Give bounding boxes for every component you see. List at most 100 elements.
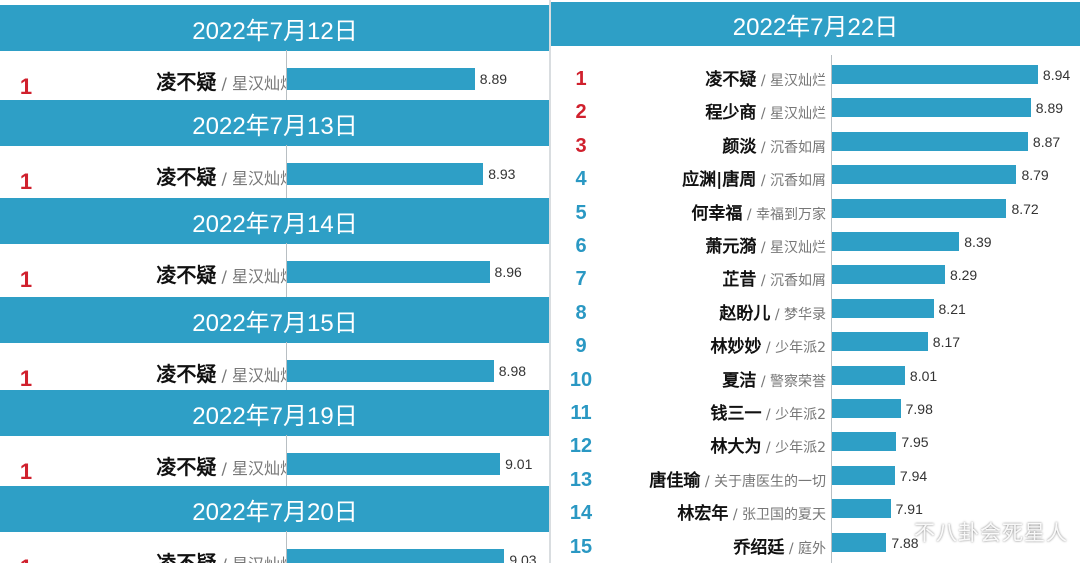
separator: / [216,366,232,385]
person-name: 萧元漪 [705,237,757,257]
show-name: 星汉灿烂 [231,366,296,385]
rank-number: 4 [575,168,587,191]
rank-number: 11 [570,402,592,424]
show-name: 梦华录 [784,306,826,323]
bar-label: 凌不疑 / 星汉灿烂 [156,547,296,563]
left-panel: 2022年7月12日 1 凌不疑 / 星汉灿烂 8.89 2022年7月13日 1 凌不疑 … [0,5,550,563]
person-name: 凌不疑 [705,70,757,90]
separator: / [700,473,714,490]
value-label: 7.94 [899,467,928,484]
person-name: 颜淡 [722,136,757,157]
show-name: 星汉灿烂 [231,459,296,478]
person-name: 夏洁 [722,370,757,391]
rank-number: 1 [19,366,33,391]
bar [832,265,945,285]
person-name: 乔绍廷 [733,537,785,558]
rank-number: 1 [575,68,587,90]
bar-label: 林大为 / 少年派2 [710,432,826,457]
bar-label: 唐佳瑜 / 关于唐医生的一切 [649,466,826,491]
value-label: 9.01 [505,456,533,472]
person-name: 凌不疑 [156,551,217,563]
value-label: 7.95 [901,434,929,451]
axis-line [286,531,287,563]
separator: / [756,139,770,156]
bar-label: 凌不疑 / 星汉灿烂 [156,451,296,480]
separator: / [756,73,770,89]
bar-label: 芷昔 / 沉香如屑 [722,265,826,290]
show-name: 沉香如屑 [770,273,826,290]
bar [832,298,934,318]
value-label: 8.29 [949,267,978,284]
rank-number: 14 [569,502,593,525]
rank-number: 2 [575,101,587,124]
rank-number: 1 [19,267,33,292]
show-name: 星汉灿烂 [770,240,826,256]
separator: / [761,340,776,357]
axis-line [286,435,287,491]
show-name: 星汉灿烂 [770,73,826,89]
date-header: 2022年7月15日 [0,297,550,343]
right-panel: 2022年7月22日 1 凌不疑 / 星汉灿烂 8.94 2 程少商 / 星汉灿烂 8.89… [551,0,1080,563]
value-label: 8.96 [494,264,522,280]
date-header: 2022年7月13日 [0,100,550,146]
rank-number: 15 [569,535,593,558]
bar-label: 颜淡 / 沉香如屑 [722,132,826,157]
date-header: 2022年7月20日 [0,486,550,532]
bar-label: 应渊|唐周 / 沉香如屑 [682,165,826,190]
rank-number: 7 [575,268,587,291]
separator: / [216,267,232,286]
separator: / [756,106,770,123]
bar-label: 乔绍廷 / 庭外 [733,533,826,558]
bar-label: 钱三一 / 少年派2 [710,399,826,424]
separator: / [756,173,770,190]
person-name: 凌不疑 [156,362,217,386]
show-name: 张卫国的夏天 [742,507,826,524]
rank-number: 13 [569,468,593,491]
value-label: 8.94 [1042,67,1071,83]
show-name: 沉香如屑 [770,139,826,156]
person-name: 凌不疑 [156,165,217,189]
rank-number: 1 [19,74,33,99]
bar [287,163,484,185]
person-name: 林宏年 [677,504,729,525]
show-name: 星汉灿烂 [231,267,296,286]
bar-label: 凌不疑 / 星汉灿烂 [156,358,296,387]
person-name: 应渊|唐周 [682,170,757,191]
date-header: 2022年7月12日 [0,5,550,51]
axis-line [286,342,287,398]
bar [832,232,960,251]
value-label: 8.79 [1021,167,1049,184]
person-name: 凌不疑 [156,263,217,287]
separator: / [216,169,232,188]
person-name: 芷昔 [722,270,757,291]
rank-number: 9 [575,335,587,358]
show-name: 少年派2 [775,407,826,423]
value-label: 8.89 [1035,100,1064,117]
separator: / [216,555,232,563]
person-name: 赵盼儿 [719,303,771,324]
separator: / [756,240,770,256]
rank-number: 5 [575,201,587,224]
person-name: 林妙妙 [710,337,762,358]
show-name: 星汉灿烂 [231,169,296,188]
person-name: 林大为 [710,437,762,458]
rank-number: 6 [575,235,587,257]
bar [832,532,887,552]
value-label: 8.89 [479,71,508,87]
bar-label: 凌不疑 / 星汉灿烂 [156,259,296,288]
show-name: 沉香如屑 [770,173,826,190]
rank-number: 12 [569,435,593,458]
value-label: 7.98 [905,401,933,417]
value-label: 7.88 [891,534,919,551]
show-name: 星汉灿烂 [231,74,296,93]
bar [832,465,895,485]
separator: / [784,540,798,557]
date-header: 2022年7月19日 [0,390,550,436]
bar [287,453,501,475]
value-label: 8.98 [498,363,527,379]
axis-line [286,50,287,106]
value-label: 8.39 [964,234,992,250]
bar [832,399,901,418]
bar-label: 凌不疑 / 星汉灿烂 [156,161,296,190]
bar-label: 赵盼儿 / 梦华录 [719,299,826,324]
